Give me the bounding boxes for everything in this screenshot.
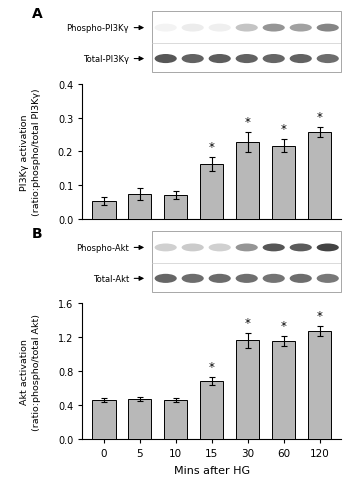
Bar	[92, 400, 116, 439]
Bar	[128, 194, 152, 220]
Bar	[200, 164, 223, 220]
Ellipse shape	[262, 55, 285, 64]
Bar	[200, 381, 223, 439]
Ellipse shape	[236, 244, 258, 252]
Ellipse shape	[262, 244, 285, 252]
Ellipse shape	[262, 24, 285, 33]
Bar	[164, 400, 188, 439]
Ellipse shape	[155, 244, 177, 252]
Ellipse shape	[236, 55, 258, 64]
Ellipse shape	[236, 24, 258, 33]
Text: *: *	[209, 141, 215, 154]
Text: Total-Akt: Total-Akt	[93, 274, 129, 284]
Ellipse shape	[182, 244, 204, 252]
Bar	[128, 399, 152, 439]
Ellipse shape	[236, 274, 258, 284]
Ellipse shape	[209, 244, 231, 252]
Bar	[152, 12, 341, 73]
Bar	[164, 196, 188, 220]
Ellipse shape	[209, 24, 231, 33]
Ellipse shape	[290, 274, 312, 284]
Ellipse shape	[317, 55, 339, 64]
Bar	[236, 142, 259, 220]
Ellipse shape	[182, 274, 204, 284]
Text: *: *	[317, 111, 323, 124]
Ellipse shape	[155, 55, 177, 64]
Ellipse shape	[262, 274, 285, 284]
Text: *: *	[281, 122, 287, 136]
Bar	[272, 341, 295, 439]
Text: *: *	[281, 319, 287, 332]
Text: Total-PI3Kγ: Total-PI3Kγ	[83, 55, 129, 64]
X-axis label: Mins after HG: Mins after HG	[174, 465, 250, 475]
Ellipse shape	[290, 24, 312, 33]
Ellipse shape	[182, 55, 204, 64]
Ellipse shape	[317, 274, 339, 284]
Y-axis label: Akt activation
(ratio:phospho/total Akt): Akt activation (ratio:phospho/total Akt)	[20, 313, 41, 430]
Text: Phospho-PI3Kγ: Phospho-PI3Kγ	[66, 24, 129, 33]
Ellipse shape	[155, 274, 177, 284]
Bar	[236, 341, 259, 439]
Bar	[272, 146, 295, 220]
Bar	[308, 133, 331, 220]
Text: *: *	[209, 361, 215, 373]
Bar	[308, 331, 331, 439]
Text: *: *	[245, 316, 251, 329]
Ellipse shape	[317, 24, 339, 33]
Text: B: B	[32, 227, 42, 241]
Ellipse shape	[155, 24, 177, 33]
Ellipse shape	[290, 55, 312, 64]
Text: *: *	[317, 310, 323, 323]
Ellipse shape	[290, 244, 312, 252]
Bar	[92, 201, 116, 220]
Ellipse shape	[209, 274, 231, 284]
Text: A: A	[32, 7, 42, 21]
Ellipse shape	[182, 24, 204, 33]
Y-axis label: PI3Kγ activation
(ratio:phospho/total PI3Kγ): PI3Kγ activation (ratio:phospho/total PI…	[20, 88, 41, 216]
Text: Phospho-Akt: Phospho-Akt	[76, 244, 129, 252]
Ellipse shape	[317, 244, 339, 252]
Text: *: *	[245, 116, 251, 128]
Bar	[152, 232, 341, 292]
Ellipse shape	[209, 55, 231, 64]
